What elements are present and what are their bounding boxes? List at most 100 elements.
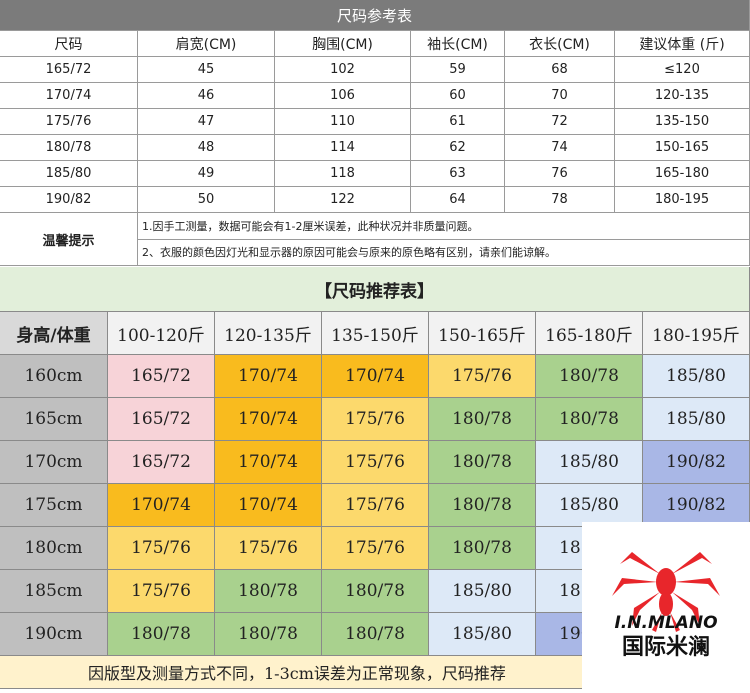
logo-name: 国际米澜 (622, 635, 710, 660)
header-cell: 胸围(CM) (275, 31, 411, 57)
table-cell: 175/76 (108, 527, 215, 570)
row-label: 190cm (0, 613, 108, 656)
table-cell: 47 (138, 109, 275, 135)
table-title: 尺码参考表 (0, 0, 750, 31)
table-cell: 185/80 (643, 398, 750, 441)
header-cell: 建议体重 (斤) (615, 31, 750, 57)
table-cell: 185/80 (536, 441, 643, 484)
table-cell: 61 (411, 109, 505, 135)
table-cell: 170/74 (322, 355, 429, 398)
table-cell: 120-135 (615, 83, 750, 109)
table-cell: 165/72 (108, 355, 215, 398)
table-cell: 68 (505, 57, 615, 83)
table-cell: 118 (275, 161, 411, 187)
table-cell: 110 (275, 109, 411, 135)
header-cell: 150-165斤 (429, 312, 536, 355)
table-cell: 185/80 (0, 161, 138, 187)
table-cell: 165/72 (108, 441, 215, 484)
table-cell: 185/80 (536, 484, 643, 527)
table-cell: 175/76 (322, 398, 429, 441)
note: 1.因手工测量，数据可能会有1-2厘米误差，此种状况并非质量问题。 (138, 213, 750, 240)
table-cell: 175/76 (429, 355, 536, 398)
table-cell: 135-150 (615, 109, 750, 135)
table-cell: 49 (138, 161, 275, 187)
table-cell: 175/76 (322, 441, 429, 484)
table-cell: 150-165 (615, 135, 750, 161)
table-cell: 190/82 (0, 187, 138, 213)
table-cell: 165/72 (0, 57, 138, 83)
header-cell: 120-135斤 (215, 312, 322, 355)
table-cell: 180/78 (0, 135, 138, 161)
notes-label: 温馨提示 (0, 213, 138, 266)
table-cell: 74 (505, 135, 615, 161)
table-cell: 175/76 (108, 570, 215, 613)
table-cell: 60 (411, 83, 505, 109)
table-cell: 180/78 (536, 355, 643, 398)
table-cell: 46 (138, 83, 275, 109)
table-cell: 50 (138, 187, 275, 213)
table-cell: 180/78 (536, 398, 643, 441)
table-cell: 190/82 (643, 484, 750, 527)
header-cell: 身高/体重 (0, 312, 108, 355)
table-cell: 175/76 (322, 484, 429, 527)
table-cell: 114 (275, 135, 411, 161)
spider-icon (612, 552, 720, 632)
table-cell: 170/74 (108, 484, 215, 527)
table-cell: 48 (138, 135, 275, 161)
table-cell: 180/78 (215, 613, 322, 656)
header-cell: 尺码 (0, 31, 138, 57)
table-cell: 175/76 (322, 527, 429, 570)
table-cell: 180-195 (615, 187, 750, 213)
table-cell: ≤120 (615, 57, 750, 83)
table-cell: 102 (275, 57, 411, 83)
header-cell: 肩宽(CM) (138, 31, 275, 57)
header-cell: 180-195斤 (643, 312, 750, 355)
table-cell: 180/78 (322, 570, 429, 613)
header-cell: 袖长(CM) (411, 31, 505, 57)
header-cell: 165-180斤 (536, 312, 643, 355)
table-cell: 45 (138, 57, 275, 83)
table-cell: 175/76 (215, 527, 322, 570)
table-cell: 78 (505, 187, 615, 213)
row-label: 165cm (0, 398, 108, 441)
table-cell: 122 (275, 187, 411, 213)
table-cell: 180/78 (322, 613, 429, 656)
logo: I.N.MLANO 国际米澜 (582, 522, 750, 689)
table-cell: 72 (505, 109, 615, 135)
table-cell: 180/78 (429, 398, 536, 441)
table-cell: 170/74 (0, 83, 138, 109)
table-cell: 59 (411, 57, 505, 83)
table-cell: 64 (411, 187, 505, 213)
table-cell: 76 (505, 161, 615, 187)
logo-mark: I.N.MLANO 国际米澜 (612, 552, 720, 660)
row-label: 175cm (0, 484, 108, 527)
table-cell: 190/82 (643, 441, 750, 484)
row-label: 170cm (0, 441, 108, 484)
row-label: 180cm (0, 527, 108, 570)
table-cell: 165/72 (108, 398, 215, 441)
row-label: 185cm (0, 570, 108, 613)
logo-brand: I.N.MLANO (614, 613, 717, 633)
note: 2、衣服的颜色因灯光和显示器的原因可能会与原来的原色略有区别，请亲们能谅解。 (138, 239, 750, 266)
table-cell: 185/80 (429, 613, 536, 656)
table-cell: 175/76 (0, 109, 138, 135)
table-cell: 180/78 (429, 441, 536, 484)
table-cell: 180/78 (108, 613, 215, 656)
table-cell: 180/78 (429, 484, 536, 527)
table-title: 【尺码推荐表】 (0, 267, 750, 312)
header-cell: 135-150斤 (322, 312, 429, 355)
table-cell: 170/74 (215, 484, 322, 527)
table-cell: 180/78 (429, 527, 536, 570)
header-cell: 衣长(CM) (505, 31, 615, 57)
table-cell: 63 (411, 161, 505, 187)
table-cell: 106 (275, 83, 411, 109)
table-cell: 70 (505, 83, 615, 109)
header-cell: 100-120斤 (108, 312, 215, 355)
table-cell: 170/74 (215, 355, 322, 398)
row-label: 160cm (0, 355, 108, 398)
table-cell: 170/74 (215, 398, 322, 441)
table-cell: 165-180 (615, 161, 750, 187)
table-cell: 180/78 (215, 570, 322, 613)
table-cell: 62 (411, 135, 505, 161)
